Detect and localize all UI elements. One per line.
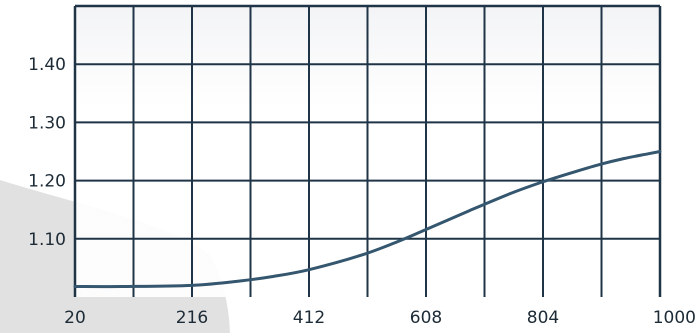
grid [73,4,662,297]
y-tick-label: 1.10 [28,230,66,250]
y-tick-label: 1.30 [28,113,66,133]
x-tick-label: 1000 [653,308,696,328]
x-tick-label: 804 [527,308,559,328]
y-tick-label: 1.40 [28,55,66,75]
x-tick-label: 20 [64,308,86,328]
x-tick-label: 608 [410,308,442,328]
x-tick-label: 412 [293,308,325,328]
series-line [73,150,662,289]
series-layer [73,150,662,289]
x-tick-label: 216 [176,308,208,328]
tick-labels: 1.10 1.20 1.30 1.40 20 216 412 608 804 1000 [28,55,696,328]
y-tick-label: 1.20 [28,172,66,192]
